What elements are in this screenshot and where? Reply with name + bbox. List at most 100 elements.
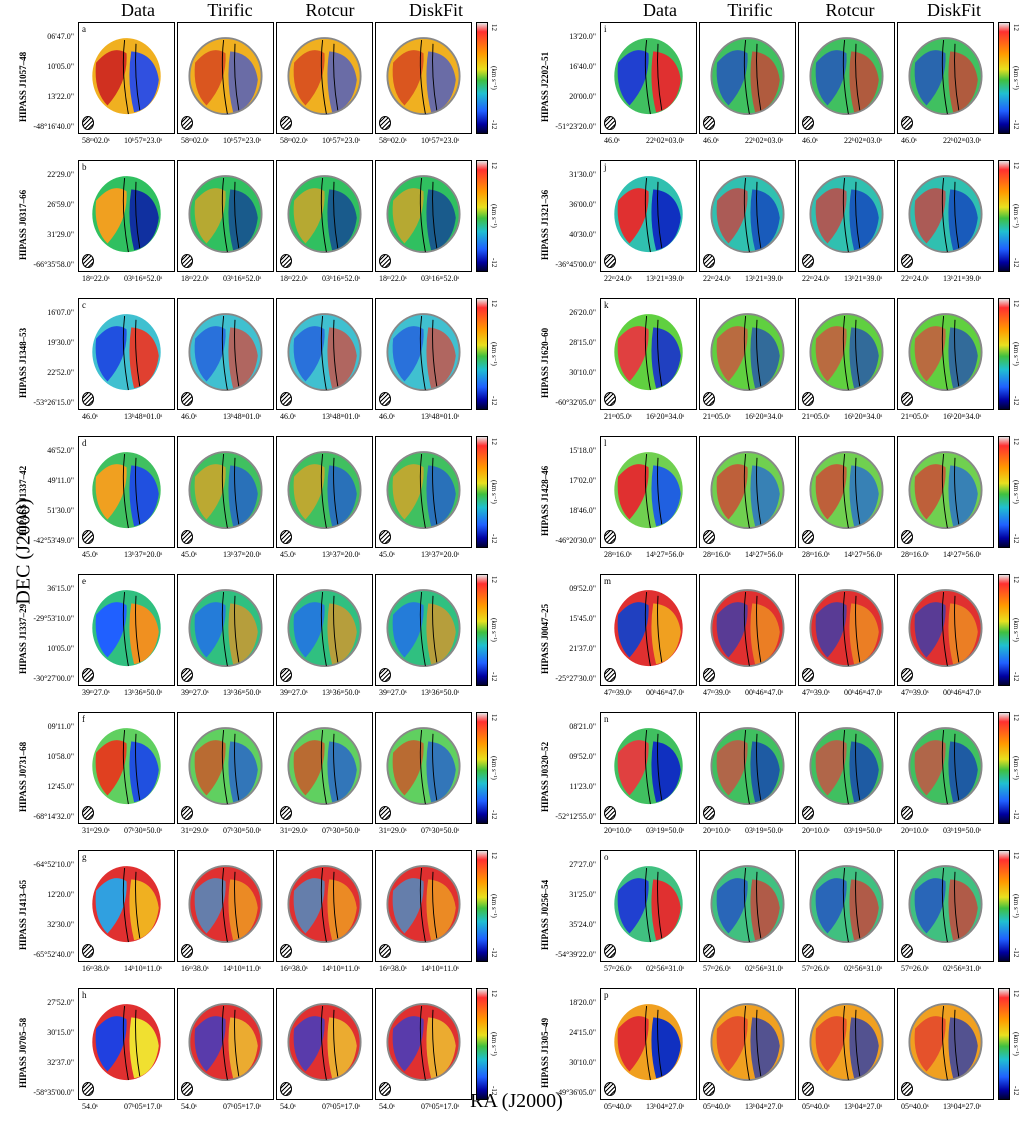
- velocity-field-map: [614, 176, 683, 253]
- ra-tick-label: 10ʰ57ᵐ23.0ˢ: [223, 136, 262, 145]
- velocity-panel-diskfit: [375, 436, 472, 548]
- ra-tick-label: 13ʰ21ᵐ39.0ˢ: [646, 274, 685, 283]
- velocity-colorbar: [998, 160, 1010, 272]
- colorbar-max-label: 12: [490, 852, 498, 859]
- ra-tick-label: 45.0ˢ: [181, 550, 197, 559]
- isovelocity-contour: [657, 457, 663, 525]
- isovelocity-contour: [941, 453, 948, 529]
- ra-tick-label: 13ʰ36ᵐ50.0ˢ: [124, 688, 163, 697]
- dec-tick-label: 27'27.0": [569, 860, 596, 869]
- dec-tick-label: 10'58.0": [47, 752, 74, 761]
- isovelocity-contour: [954, 871, 960, 939]
- isovelocity-contour: [432, 733, 438, 801]
- colorbar-min-label: -12: [490, 120, 498, 130]
- isovelocity-contour: [756, 457, 762, 525]
- colorbar-unit-label: (km s⁻¹): [1012, 894, 1020, 918]
- receding-side: [129, 879, 159, 941]
- receding-side: [228, 189, 258, 251]
- dec-tick-label: 13'22.0": [47, 92, 74, 101]
- receding-side: [426, 465, 456, 527]
- isovelocity-contour: [842, 453, 849, 529]
- velocity-panel-tirific: [699, 160, 796, 272]
- approaching-side: [95, 740, 127, 796]
- isovelocity-contour: [122, 177, 129, 253]
- isovelocity-contour: [320, 867, 327, 943]
- receding-side: [129, 51, 159, 113]
- dec-tick-label: 26'59.0": [47, 200, 74, 209]
- isovelocity-contour: [234, 871, 240, 939]
- ra-tick-label: 07ʰ05ᵐ17.0ˢ: [421, 1102, 460, 1111]
- velocity-field-map: [710, 37, 785, 116]
- beam-ellipse-icon: [181, 254, 193, 268]
- approaching-side: [815, 50, 847, 106]
- ra-tick-label: 03ʰ16ᵐ52.0ˢ: [223, 274, 262, 283]
- receding-side: [228, 51, 258, 113]
- colorbar-max-label: 12: [1012, 24, 1020, 31]
- ra-tick-label: 54.0ˢ: [379, 1102, 395, 1111]
- isovelocity-contour: [954, 319, 960, 387]
- isovelocity-contour: [941, 867, 948, 943]
- approaching-side: [617, 326, 649, 382]
- ra-tick-label: 14ʰ10ᵐ11.0ˢ: [223, 964, 261, 973]
- ra-tick-label: 21ᵐ05.0ˢ: [604, 412, 632, 421]
- ra-tick-label: 21ᵐ05.0ˢ: [703, 412, 731, 421]
- velocity-colorbar: [998, 988, 1010, 1100]
- isovelocity-contour: [135, 43, 141, 111]
- ra-tick-label: 57ᵐ26.0ˢ: [604, 964, 632, 973]
- ra-tick-label: 18ᵐ22.0ˢ: [280, 274, 308, 283]
- approaching-side: [392, 740, 424, 796]
- ra-tick-label: 22ʰ02ᵐ03.0ˢ: [646, 136, 685, 145]
- isovelocity-contour: [419, 315, 426, 391]
- dec-tick-label: 18'46.0": [569, 506, 596, 515]
- dec-tick-label: 31'29.0": [47, 230, 74, 239]
- isovelocity-contour: [320, 39, 327, 115]
- col-heading-tirific-left: Tirific: [207, 0, 253, 20]
- beam-ellipse-icon: [802, 944, 814, 958]
- beam-ellipse-icon: [181, 1082, 193, 1096]
- ra-tick-label: 22ʰ02ᵐ03.0ˢ: [844, 136, 883, 145]
- isovelocity-contour: [743, 315, 750, 391]
- approaching-side: [95, 1016, 127, 1072]
- dec-tick-label: 06'47.0": [47, 32, 74, 41]
- colorbar-max-label: 12: [490, 300, 498, 307]
- approaching-side: [392, 50, 424, 106]
- colorbar-min-label: -12: [490, 672, 498, 682]
- beam-ellipse-icon: [280, 944, 292, 958]
- velocity-panel-rotcur: [276, 160, 373, 272]
- isovelocity-contour: [954, 457, 960, 525]
- panel-letter: a: [82, 24, 86, 34]
- dec-tick-label: -30°27'00.0": [33, 674, 74, 683]
- dec-tick-label: 16'07.0": [47, 308, 74, 317]
- approaching-side: [815, 326, 847, 382]
- ra-tick-label: 46.0ˢ: [604, 136, 620, 145]
- velocity-field-map: [287, 313, 362, 392]
- ra-tick-label: 16ᵐ38.0ˢ: [82, 964, 110, 973]
- velocity-colorbar: [476, 160, 488, 272]
- colorbar-max-label: 12: [1012, 576, 1020, 583]
- beam-ellipse-icon: [82, 530, 94, 544]
- isovelocity-contour: [756, 1009, 762, 1077]
- velocity-colorbar: [476, 712, 488, 824]
- panel-letter: h: [82, 990, 87, 1000]
- dec-tick-label: 32'30.0": [47, 920, 74, 929]
- isovelocity-contour: [842, 1005, 849, 1081]
- beam-ellipse-icon: [802, 530, 814, 544]
- dec-tick-label: 36'00.0": [569, 200, 596, 209]
- velocity-panel-rotcur: [276, 712, 373, 824]
- colorbar-min-label: -12: [1012, 396, 1020, 406]
- isovelocity-contour: [954, 1009, 960, 1077]
- isovelocity-contour: [644, 453, 651, 529]
- isovelocity-contour: [333, 871, 339, 939]
- velocity-field-map: [908, 727, 983, 806]
- approaching-side: [392, 1016, 424, 1072]
- velocity-panel-diskfit: [897, 850, 994, 962]
- velocity-panel-rotcur: [798, 574, 895, 686]
- velocity-field-map: [188, 37, 263, 116]
- beam-ellipse-icon: [280, 806, 292, 820]
- receding-side: [426, 189, 456, 251]
- receding-side: [228, 1017, 258, 1079]
- dec-tick-label: 20'00.0": [569, 92, 596, 101]
- velocity-field-map: [287, 865, 362, 944]
- beam-ellipse-icon: [379, 1082, 391, 1096]
- velocity-panel-data: g: [78, 850, 175, 962]
